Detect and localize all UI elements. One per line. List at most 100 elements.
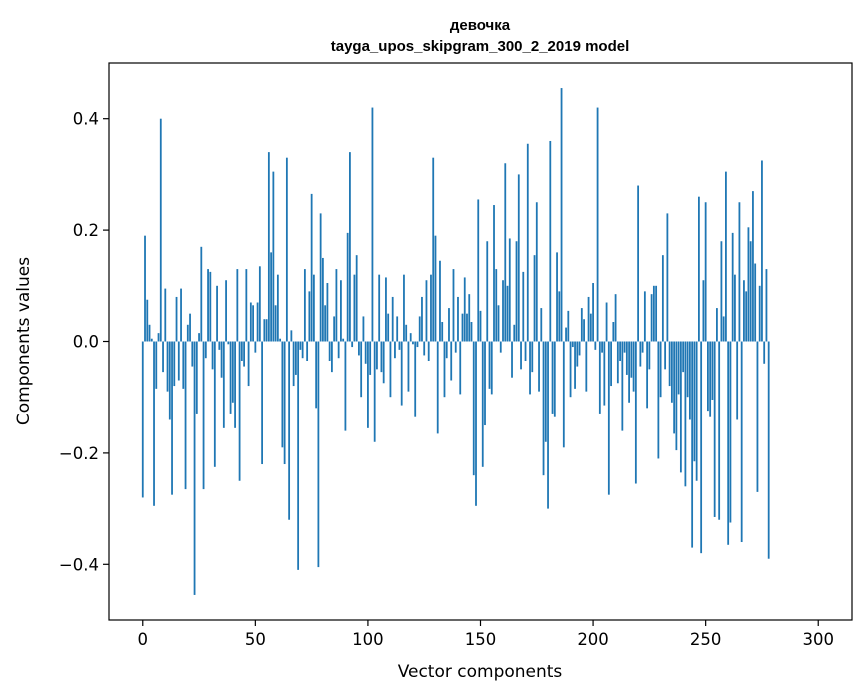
bar-229 bbox=[657, 341, 660, 459]
bar-106 bbox=[380, 341, 383, 373]
bar-169 bbox=[522, 271, 525, 342]
bar-50 bbox=[254, 341, 257, 353]
x-tick-label: 0 bbox=[138, 630, 149, 649]
bar-267 bbox=[743, 280, 745, 342]
bar-210 bbox=[614, 294, 617, 342]
bar-167 bbox=[517, 174, 520, 342]
bar-83 bbox=[328, 341, 331, 361]
bar-45 bbox=[243, 341, 245, 367]
bar-216 bbox=[628, 341, 630, 403]
bar-31 bbox=[211, 341, 214, 370]
bar-82 bbox=[326, 283, 329, 342]
bar-137 bbox=[450, 341, 453, 381]
bar-214 bbox=[623, 341, 626, 353]
bar-193 bbox=[576, 341, 579, 367]
bar-235 bbox=[670, 341, 673, 403]
bar-202 bbox=[596, 107, 599, 342]
bar-228 bbox=[655, 285, 658, 342]
bar-80 bbox=[321, 257, 324, 342]
bar-231 bbox=[661, 255, 664, 342]
bar-168 bbox=[520, 341, 522, 370]
bar-173 bbox=[531, 341, 534, 373]
bar-76 bbox=[312, 274, 315, 342]
bar-191 bbox=[571, 341, 574, 348]
bar-144 bbox=[466, 313, 468, 342]
bar-29 bbox=[207, 269, 209, 342]
bar-19 bbox=[184, 341, 187, 490]
bar-129 bbox=[432, 157, 435, 342]
y-tick-label: 0.0 bbox=[73, 333, 99, 352]
bar-4 bbox=[150, 338, 153, 342]
bar-161 bbox=[504, 163, 507, 342]
bar-32 bbox=[213, 341, 216, 467]
bar-62 bbox=[281, 341, 284, 448]
bar-254 bbox=[713, 341, 716, 517]
bar-27 bbox=[202, 341, 205, 490]
bar-65 bbox=[288, 341, 291, 520]
bar-30 bbox=[209, 271, 212, 342]
bar-85 bbox=[333, 316, 336, 342]
bar-113 bbox=[396, 316, 399, 342]
bar-219 bbox=[634, 341, 637, 484]
bar-95 bbox=[355, 255, 358, 342]
bar-149 bbox=[477, 199, 480, 342]
bar-196 bbox=[583, 319, 585, 342]
x-tick-label: 150 bbox=[465, 630, 497, 649]
bar-10 bbox=[164, 288, 167, 342]
bar-77 bbox=[315, 341, 318, 409]
bar-223 bbox=[643, 291, 646, 342]
bar-46 bbox=[245, 269, 248, 342]
bar-139 bbox=[454, 341, 457, 353]
bar-63 bbox=[283, 341, 286, 465]
bar-237 bbox=[675, 341, 678, 451]
bar-240 bbox=[682, 341, 685, 373]
bar-87 bbox=[337, 341, 340, 359]
bar-55 bbox=[265, 319, 268, 342]
x-tick-label: 100 bbox=[352, 630, 384, 649]
bar-232 bbox=[664, 341, 667, 370]
bar-69 bbox=[297, 341, 300, 570]
bar-165 bbox=[513, 324, 516, 342]
bar-207 bbox=[607, 341, 610, 495]
bar-199 bbox=[589, 313, 592, 342]
bar-94 bbox=[353, 274, 356, 342]
bar-239 bbox=[679, 341, 682, 473]
bar-151 bbox=[481, 341, 484, 467]
bar-135 bbox=[445, 341, 448, 359]
bar-153 bbox=[486, 241, 489, 342]
bar-250 bbox=[704, 202, 707, 342]
bar-126 bbox=[425, 280, 428, 342]
bar-163 bbox=[508, 238, 511, 342]
chart-subtitle: tayga_upos_skipgram_300_2_2019 model bbox=[331, 38, 630, 55]
bar-9 bbox=[162, 341, 164, 373]
bar-171 bbox=[526, 143, 529, 342]
bar-102 bbox=[371, 107, 374, 342]
bar-112 bbox=[394, 341, 396, 359]
x-tick-label: 200 bbox=[577, 630, 609, 649]
bar-49 bbox=[252, 305, 254, 342]
bar-275 bbox=[761, 160, 763, 342]
bar-25 bbox=[198, 333, 200, 342]
bar-190 bbox=[569, 341, 572, 398]
bar-175 bbox=[535, 202, 538, 342]
bar-131 bbox=[436, 341, 439, 434]
bar-233 bbox=[666, 213, 669, 342]
bar-60 bbox=[276, 274, 279, 342]
bar-23 bbox=[193, 341, 196, 595]
bar-268 bbox=[745, 291, 748, 342]
bar-84 bbox=[331, 341, 333, 373]
bar-114 bbox=[398, 341, 401, 350]
bar-259 bbox=[725, 171, 727, 342]
bar-174 bbox=[533, 255, 536, 342]
bar-99 bbox=[364, 341, 367, 364]
bar-47 bbox=[247, 341, 250, 387]
bar-211 bbox=[616, 341, 619, 384]
bar-238 bbox=[677, 341, 680, 395]
bar-230 bbox=[659, 341, 662, 398]
bar-256 bbox=[718, 341, 721, 520]
bar-176 bbox=[538, 341, 540, 392]
bar-244 bbox=[691, 341, 694, 548]
bar-93 bbox=[351, 341, 354, 348]
bar-17 bbox=[180, 288, 182, 342]
bar-120 bbox=[412, 341, 414, 345]
